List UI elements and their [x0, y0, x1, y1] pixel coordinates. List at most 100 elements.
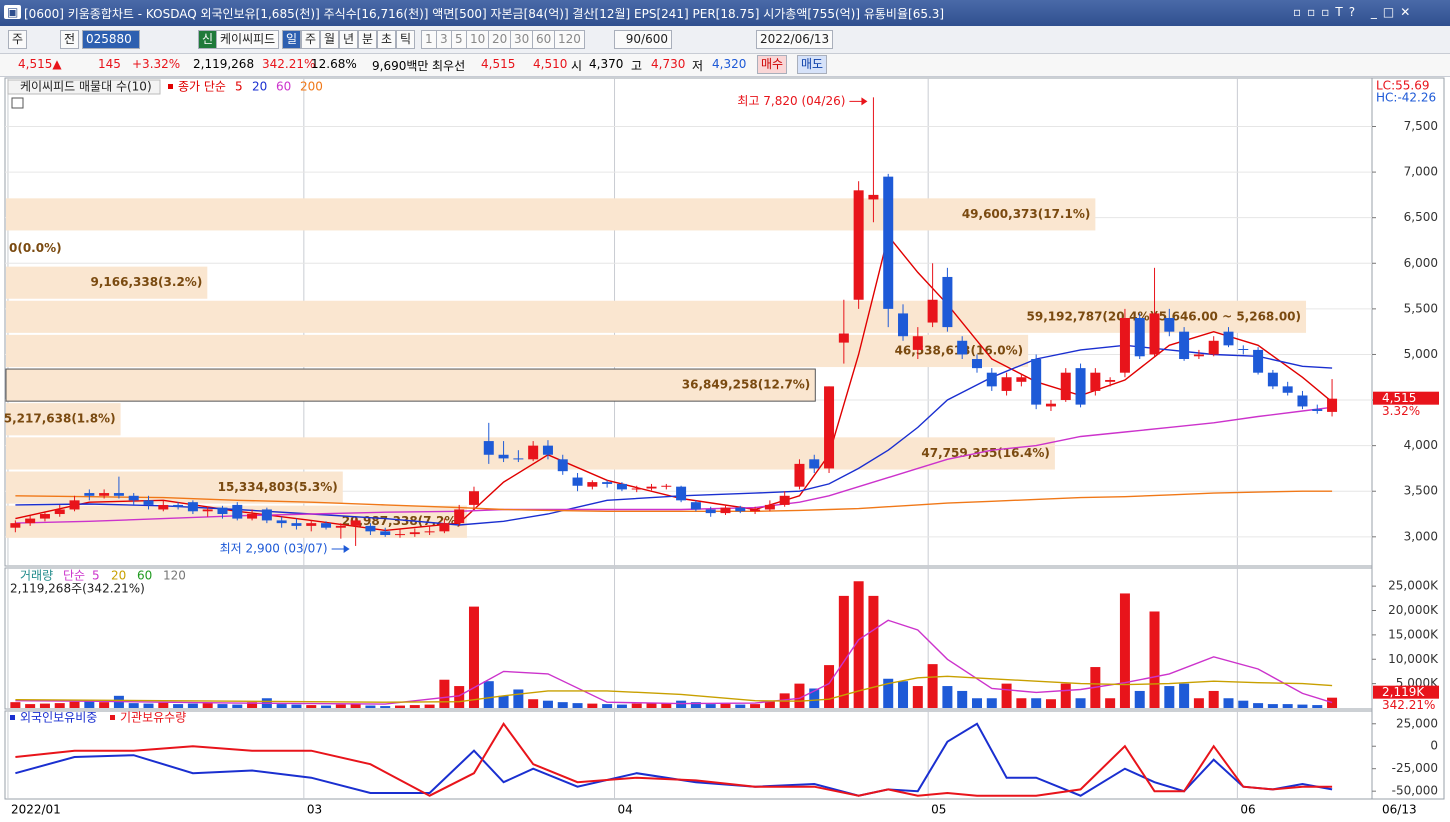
candle-body — [794, 463, 805, 487]
candle-body — [1045, 403, 1056, 407]
low: 4,320 — [712, 57, 747, 71]
title-bar: ▣ [0600] 키움종합차트 - KOSDAQ 외국인보유[1,685(천)]… — [0, 0, 1450, 26]
volume-profile-label: 36,849,258(12.7%) — [682, 378, 811, 392]
window-controls[interactable]: ▫▫▫T? _□✕ — [1293, 5, 1417, 19]
volume-bar — [424, 704, 435, 708]
x-tick-label: 05 — [931, 803, 946, 817]
toolbar-button[interactable]: 1 — [421, 30, 437, 49]
toolbar-button[interactable]: 년 — [339, 30, 359, 49]
y-tick-label: 15,000K — [1388, 627, 1439, 641]
legend-swatch — [110, 715, 115, 720]
candle-body — [25, 518, 36, 524]
volume-bar — [676, 700, 687, 708]
volume-bar — [468, 606, 479, 708]
candle-body — [202, 509, 213, 512]
volume-bar — [764, 700, 775, 708]
y-tick-label: 20,000K — [1388, 603, 1439, 617]
candle-body — [99, 493, 110, 496]
y-tick-label: 7,500 — [1404, 119, 1438, 133]
toolbar-button[interactable]: 주 — [301, 30, 321, 49]
volume-bar — [705, 704, 716, 708]
count-input[interactable]: 90/600 — [614, 30, 672, 49]
y-tick-label: 6,000 — [1404, 256, 1438, 270]
candle-body — [1090, 372, 1101, 391]
volume-bar — [247, 702, 258, 708]
volume-bar — [690, 702, 701, 708]
volume-ma-period: 120 — [163, 569, 186, 583]
last-date-label: 06/13 — [1382, 803, 1417, 817]
candle-body — [809, 459, 820, 469]
candle-body — [824, 386, 835, 469]
volume-bar — [1031, 698, 1042, 708]
candle-body — [365, 525, 376, 532]
candle-body — [1134, 317, 1145, 357]
price: 4,515▲ — [18, 57, 62, 71]
scope-select[interactable]: 주 — [8, 30, 28, 49]
volume-bar — [1312, 705, 1323, 708]
candle-body — [764, 504, 775, 510]
candle-body — [173, 504, 184, 507]
legend-title: 케이씨피드 매물대 수(10) — [20, 80, 152, 94]
candle-body — [853, 190, 864, 300]
candle-body — [158, 504, 169, 510]
volume-bar — [454, 686, 465, 708]
volume-bar — [646, 703, 657, 708]
open-label: 시 — [571, 59, 583, 73]
toolbar-button[interactable]: 일 — [282, 30, 302, 49]
date-input[interactable]: 2022/06/13 — [756, 30, 834, 49]
volume-last-ratio: 342.21% — [1382, 698, 1435, 712]
toolbar-button[interactable]: 20 — [488, 30, 512, 49]
volume-bar — [1179, 683, 1190, 708]
corner-label: HC:-42.26 — [1376, 91, 1436, 105]
candle-body — [54, 509, 65, 515]
volume-ma-period: 20 — [111, 569, 126, 583]
toolbar-button[interactable]: 분 — [358, 30, 378, 49]
low-label: 저 — [692, 59, 704, 73]
toolbar-button[interactable]: 틱 — [396, 30, 416, 49]
x-tick-label: 06 — [1240, 803, 1255, 817]
candle-body — [1149, 313, 1160, 355]
toolbar-button[interactable]: 월 — [320, 30, 340, 49]
x-tick-label: 03 — [307, 803, 322, 817]
y-tick-label: 7,000 — [1404, 165, 1438, 179]
volume-bar — [986, 698, 997, 708]
toolbar-button[interactable]: 10 — [466, 30, 490, 49]
volume-bar — [631, 703, 642, 708]
toolbar-button[interactable]: 30 — [510, 30, 534, 49]
candle-body — [971, 359, 982, 369]
stock-name[interactable]: 케이씨피드 — [216, 30, 280, 49]
annotation: 최저 2,900 (03/07) — [220, 541, 328, 555]
volume-bar — [128, 703, 139, 708]
volume-bar — [158, 702, 169, 708]
candle-body — [661, 485, 672, 487]
volume-bar — [1282, 704, 1293, 708]
candle-body — [232, 504, 243, 519]
candle-body — [483, 441, 494, 455]
buy-button[interactable]: 매수 — [757, 55, 788, 74]
volume-bar — [39, 703, 50, 708]
ma-line — [15, 721, 1333, 797]
candle-body — [350, 520, 361, 526]
ma-line — [15, 619, 1333, 705]
toolbar-button[interactable]: 120 — [554, 30, 585, 49]
code-input[interactable]: 025880 — [82, 30, 140, 49]
volume-bar — [1253, 703, 1264, 708]
poc-range-label: (5,646.00 ~ 5,268.00) — [1153, 309, 1301, 323]
volume-ratio: 342.21% — [262, 57, 316, 71]
toolbar-button[interactable]: 초 — [377, 30, 397, 49]
volume-bar — [409, 705, 420, 708]
volume-profile-label: 0(0.0%) — [9, 241, 62, 255]
volume-bar — [957, 690, 968, 708]
candle-body — [84, 493, 95, 496]
window-title: [0600] 키움종합차트 - KOSDAQ 외국인보유[1,685(천)] 주… — [24, 7, 945, 21]
volume-bar — [99, 702, 110, 708]
volume-bar — [927, 664, 938, 708]
volume-profile-label: 49,600,373(17.1%) — [962, 207, 1091, 221]
volume-profile-band — [6, 300, 1307, 333]
sell-button[interactable]: 매도 — [797, 55, 828, 74]
volume-bar — [498, 695, 509, 708]
candle-body — [1253, 349, 1264, 373]
prev-button[interactable]: 전 — [60, 30, 80, 49]
